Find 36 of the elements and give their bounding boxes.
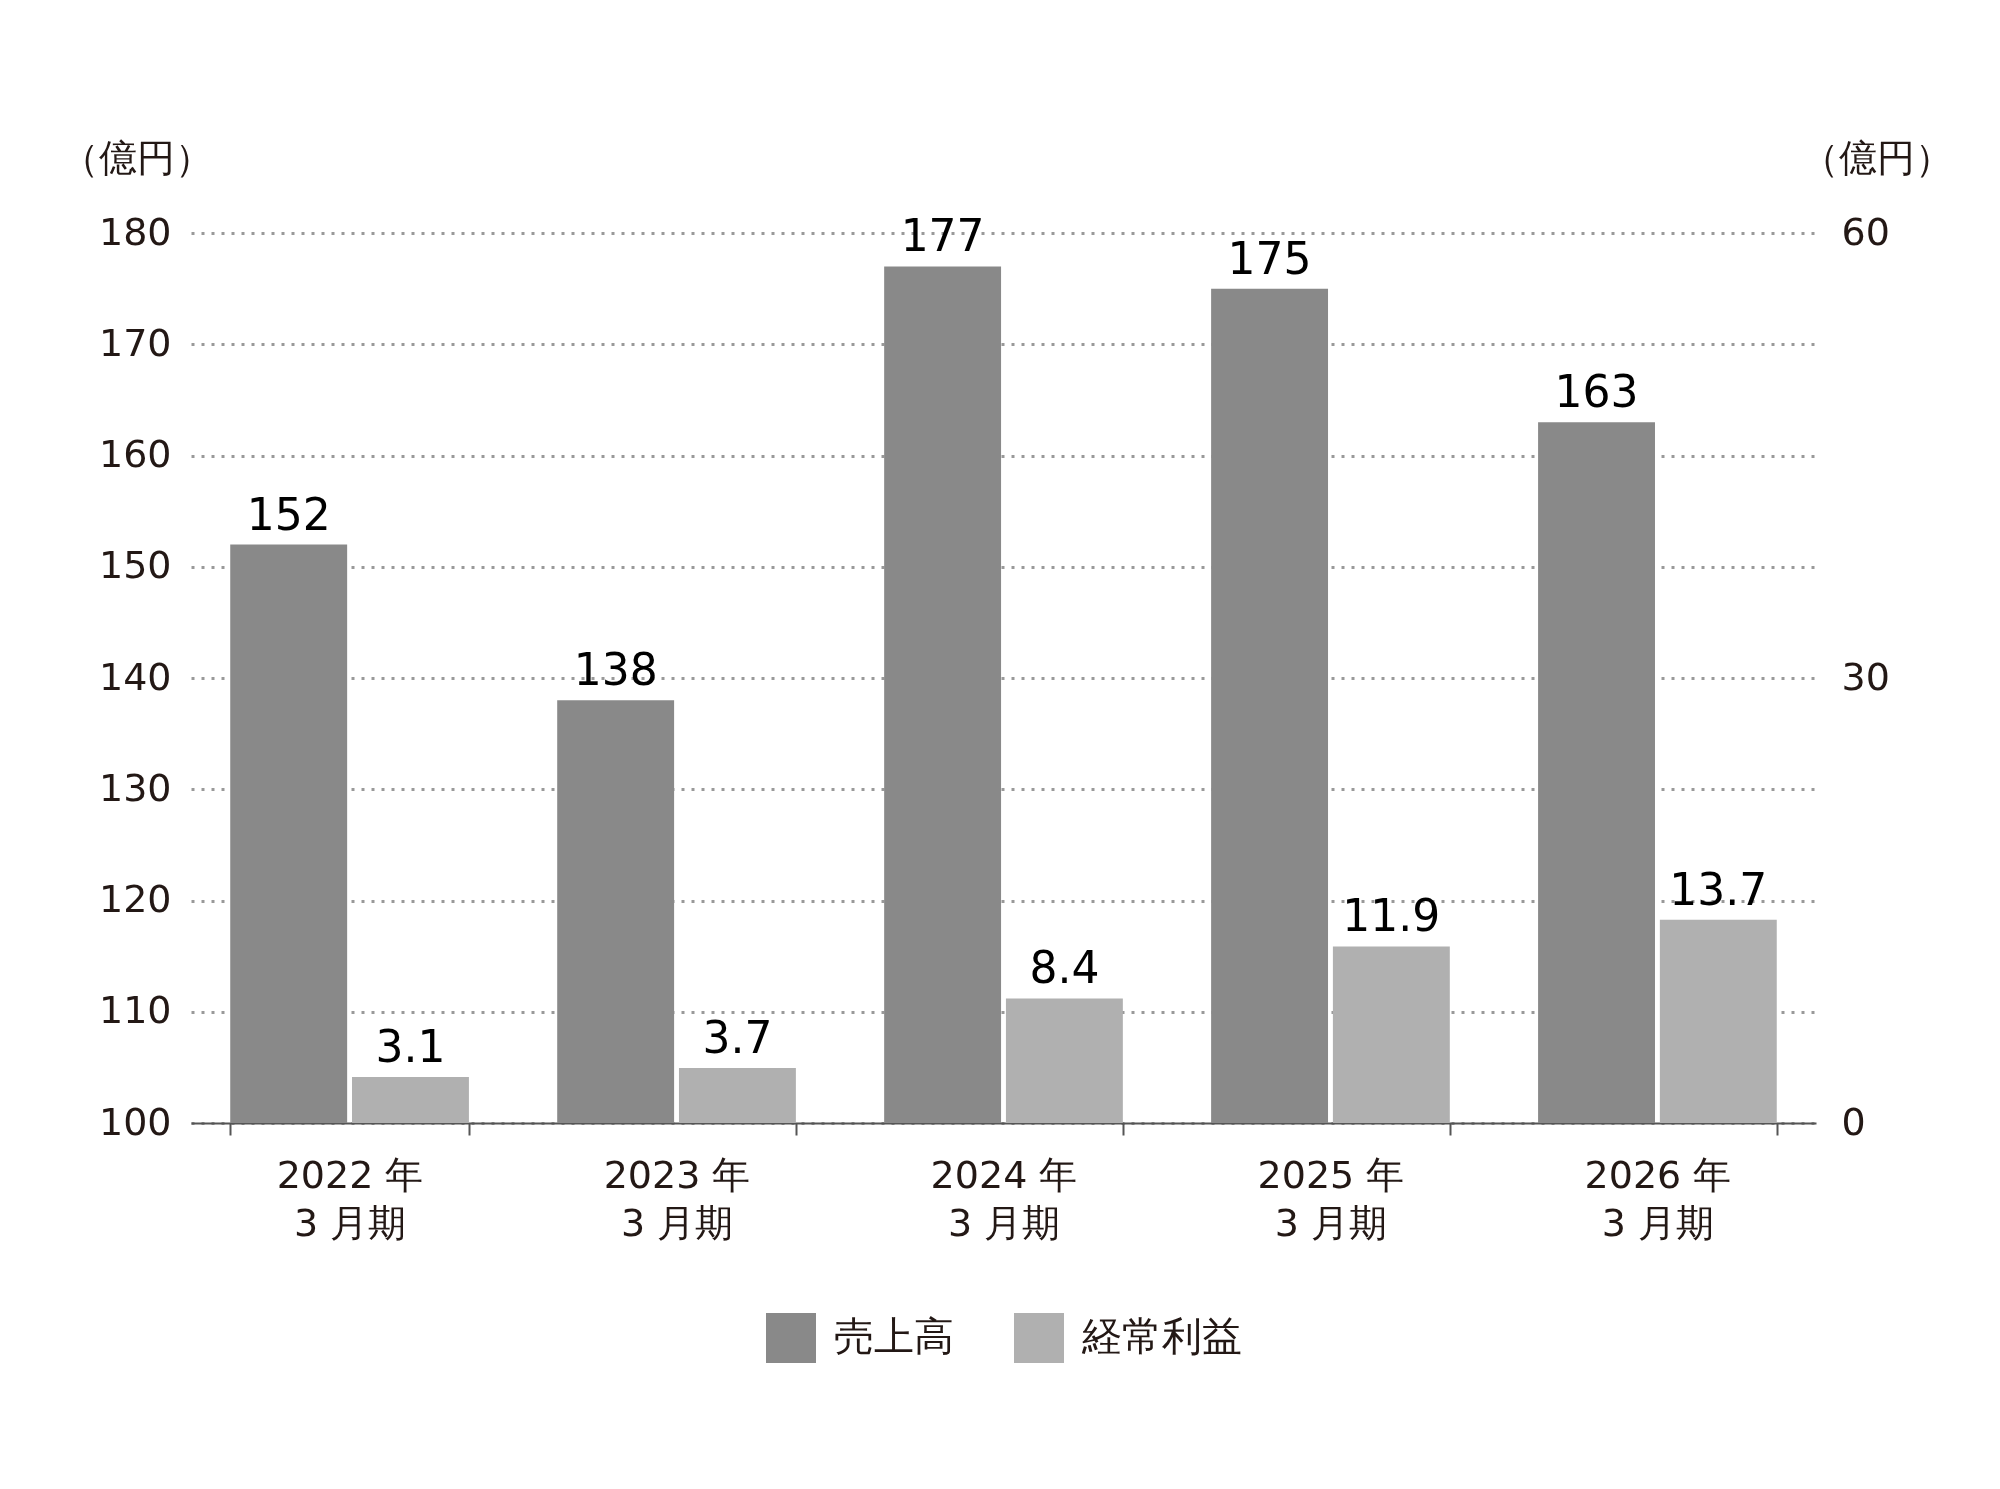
bar <box>352 1077 469 1123</box>
y-axis-title: （億円） <box>60 135 213 180</box>
bar <box>678 1068 796 1123</box>
bar <box>1659 919 1777 1123</box>
y2-axis-title: （億円） <box>1800 135 1953 180</box>
y-tick-label: 130 <box>98 765 172 810</box>
x-tick-label: 2025 年 3 月期 <box>1257 1152 1405 1245</box>
y-tick-label: 180 <box>98 209 172 254</box>
data-label: 3.7 <box>702 1012 773 1064</box>
x-tick-label: 2023 年 3 月期 <box>603 1152 751 1245</box>
y2-tick-label: 30 <box>1841 654 1890 699</box>
data-label: 175 <box>1227 232 1312 284</box>
data-label: 152 <box>246 488 331 540</box>
y2-tick-label: 0 <box>1841 1099 1866 1144</box>
legend-label: 売上高 <box>834 1313 954 1359</box>
legend-label: 経常利益 <box>1081 1313 1242 1359</box>
x-tick-label: 2022 年 3 月期 <box>276 1152 424 1245</box>
data-label: 13.7 <box>1669 863 1768 915</box>
data-label: 138 <box>573 644 658 696</box>
y2-tick-label: 60 <box>1841 209 1890 254</box>
y-tick-label: 100 <box>98 1099 172 1144</box>
data-label: 163 <box>1554 366 1639 418</box>
x-tick-label: 2026 年 3 月期 <box>1584 1152 1732 1245</box>
data-label: 11.9 <box>1342 890 1441 942</box>
y-tick-label: 160 <box>98 432 172 476</box>
y-tick-label: 150 <box>98 543 172 588</box>
data-label: 177 <box>900 210 985 262</box>
x-tick-label: 2024 年 3 月期 <box>930 1152 1078 1245</box>
data-label: 8.4 <box>1029 942 1100 994</box>
data-label: 3.1 <box>375 1021 446 1073</box>
y-tick-label: 140 <box>98 654 172 699</box>
y-tick-label: 120 <box>98 877 172 921</box>
bar <box>1332 946 1450 1123</box>
y-tick-label: 110 <box>98 988 172 1033</box>
y-tick-label: 170 <box>98 320 172 365</box>
bar <box>1005 998 1123 1123</box>
